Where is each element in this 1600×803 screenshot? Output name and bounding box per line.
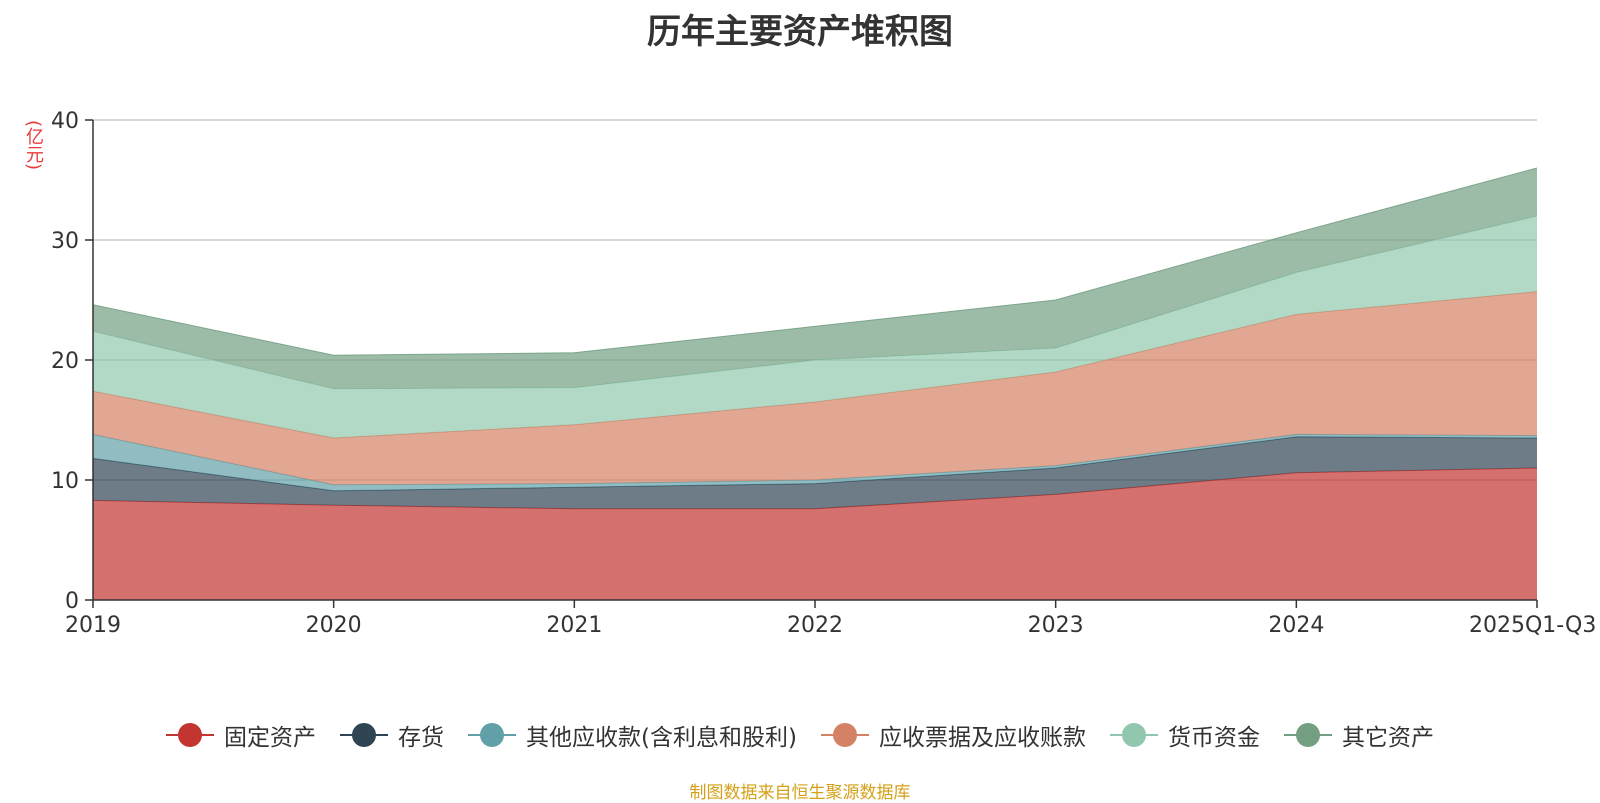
x-tick-label: 2025Q1-Q3 — [1469, 613, 1596, 638]
y-tick-label: 10 — [51, 469, 79, 494]
legend-marker-icon — [820, 723, 869, 747]
x-tick-label: 2019 — [65, 613, 121, 638]
legend-item-3[interactable]: 应收票据及应收账款 — [820, 718, 1086, 752]
legend-label: 货币资金 — [1167, 725, 1260, 751]
x-tick-label: 2021 — [546, 613, 602, 638]
area-series-5 — [93, 168, 1537, 389]
legend-marker-icon — [1109, 723, 1158, 747]
legend-label: 应收票据及应收账款 — [878, 725, 1086, 751]
y-tick-labels: 0 10 20 30 40 — [51, 109, 79, 614]
x-tick-label: 2023 — [1028, 613, 1084, 638]
area-series-1 — [93, 436, 1537, 509]
area-series — [92, 167, 1538, 600]
data-source-note: 制图数据来自恒生聚源数据库 — [689, 783, 911, 803]
chart-title: 历年主要资产堆积图 — [647, 12, 953, 52]
x-tick-labels: 2019 2020 2021 2022 2023 2024 2025Q1-Q3 — [65, 613, 1596, 638]
x-tick-label: 2022 — [787, 613, 843, 638]
y-tick-label: 0 — [65, 589, 79, 614]
legend-marker-icon — [340, 723, 389, 747]
legend-marker-icon — [166, 723, 215, 747]
legend-label: 其它资产 — [1341, 725, 1434, 751]
y-tick-label: 30 — [51, 229, 79, 254]
legend: 固定资产 存货 其他应收款(含利息和股利) 应收票据及应收账款 货币资金 其它资产 — [0, 718, 1600, 752]
legend-label: 存货 — [398, 725, 445, 751]
area-series-4 — [93, 216, 1537, 438]
legend-item-4[interactable]: 货币资金 — [1109, 718, 1260, 752]
x-tick-label: 2024 — [1268, 613, 1324, 638]
legend-marker-icon — [468, 723, 517, 747]
x-tick-label: 2020 — [306, 613, 362, 638]
legend-marker-icon — [1283, 723, 1332, 747]
legend-label: 其他应收款(含利息和股利) — [526, 725, 797, 751]
legend-item-0[interactable]: 固定资产 — [166, 718, 316, 752]
y-tick-label: 40 — [51, 109, 79, 134]
legend-item-1[interactable]: 存货 — [340, 718, 444, 752]
area-series-0 — [93, 468, 1537, 600]
legend-item-2[interactable]: 其他应收款(含利息和股利) — [468, 718, 797, 752]
legend-item-5[interactable]: 其它资产 — [1283, 718, 1434, 752]
axes — [92, 120, 1538, 608]
area-series-3 — [93, 291, 1537, 485]
legend-label: 固定资产 — [224, 725, 317, 751]
y-tick-label: 20 — [51, 349, 79, 374]
area-series-5-edge — [92, 167, 1538, 356]
y-axis-unit-label: (亿元) — [23, 120, 44, 171]
stacked-area-chart: 0 10 20 30 40 2019 2020 2021 2022 2023 2024 2025Q1… — [51, 109, 1596, 638]
